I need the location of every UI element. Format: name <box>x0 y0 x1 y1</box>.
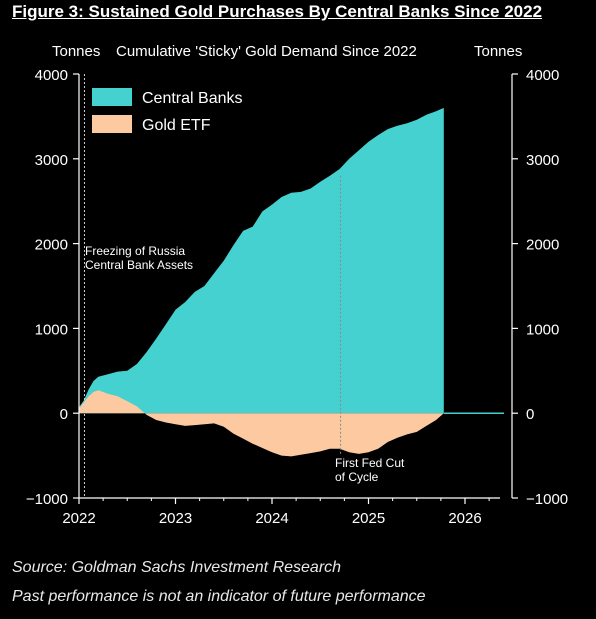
russia-freeze-annotation: Freezing of Russia <box>85 244 185 258</box>
annotation-lines <box>83 74 342 498</box>
y-tick-label-left: −1000 <box>26 491 68 508</box>
x-tick-label: 2023 <box>159 510 192 527</box>
legend-swatch <box>92 115 132 133</box>
central-banks-area <box>79 107 444 414</box>
legend-label: Central Banks <box>142 90 243 107</box>
disclaimer-note: Past performance is not an indicator of … <box>12 588 426 605</box>
gold-etf-area <box>79 390 444 457</box>
y-tick-label-left: 0 <box>60 406 68 423</box>
x-tick-label: 2026 <box>448 510 481 527</box>
figure-title: Figure 3: Sustained Gold Purchases By Ce… <box>12 2 543 21</box>
fed-cut-annotation: First Fed Cut <box>335 456 405 470</box>
y-tick-label-right: 4000 <box>526 67 559 84</box>
y-tick-label-left: 4000 <box>35 67 68 84</box>
legend: Central Banks Gold ETF <box>92 88 243 134</box>
right-axis-unit-label: Tonnes <box>474 43 522 60</box>
russia-freeze-annotation: Central Bank Assets <box>85 258 193 272</box>
y-tick-label-left: 3000 <box>35 152 68 169</box>
x-tick-label: 2022 <box>62 510 95 527</box>
y-tick-label-right: −1000 <box>526 491 568 508</box>
y-tick-label-right: 1000 <box>526 321 559 338</box>
plot-areas <box>79 107 444 457</box>
left-axis-unit-label: Tonnes <box>52 43 100 60</box>
fed-cut-annotation: of Cycle <box>335 470 379 484</box>
y-tick-label-left: 1000 <box>35 321 68 338</box>
x-tick-label: 2025 <box>352 510 385 527</box>
legend-label: Gold ETF <box>142 117 211 134</box>
axes: −1000 −1000 0 0 1000 1000 2000 2000 3000 3000 4000… <box>26 67 568 527</box>
source-note: Source: Goldman Sachs Investment Researc… <box>12 559 342 576</box>
y-tick-label-right: 0 <box>526 406 534 423</box>
y-tick-label-right: 2000 <box>526 237 559 254</box>
chart-title: Cumulative 'Sticky' Gold Demand Since 20… <box>116 43 417 60</box>
y-tick-label-left: 2000 <box>35 237 68 254</box>
y-tick-label-right: 3000 <box>526 152 559 169</box>
legend-swatch <box>92 88 132 106</box>
x-tick-label: 2024 <box>255 510 288 527</box>
